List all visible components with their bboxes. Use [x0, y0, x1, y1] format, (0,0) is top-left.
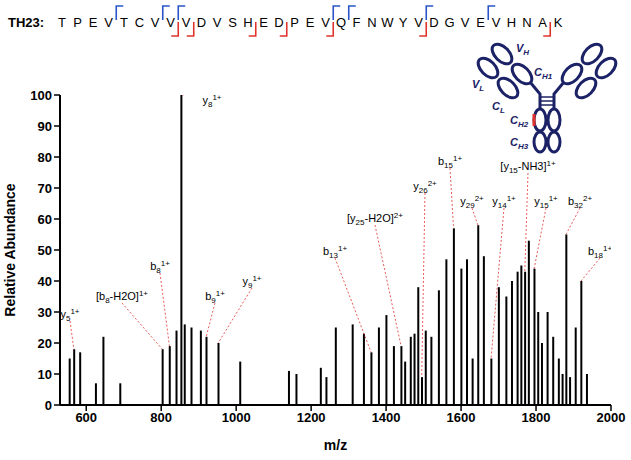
svg-text:N: N — [367, 15, 376, 30]
svg-text:y81+: y81+ — [202, 95, 221, 109]
svg-text:CH3: CH3 — [510, 136, 529, 151]
svg-text:20: 20 — [38, 336, 52, 351]
svg-text:50: 50 — [38, 243, 52, 258]
svg-text:y292+: y292+ — [460, 194, 484, 210]
svg-text:V: V — [104, 15, 113, 30]
svg-text:CH2: CH2 — [510, 114, 529, 129]
svg-text:90: 90 — [38, 119, 52, 134]
svg-text:b322+: b322+ — [568, 194, 592, 210]
svg-text:1800: 1800 — [522, 410, 551, 425]
svg-text:70: 70 — [38, 181, 52, 196]
svg-text:1400: 1400 — [372, 410, 401, 425]
svg-text:1600: 1600 — [447, 410, 476, 425]
svg-text:N: N — [522, 15, 531, 30]
svg-text:[b8-H2O]1+: [b8-H2O]1+ — [96, 289, 148, 305]
svg-text:D: D — [197, 15, 206, 30]
svg-text:G: G — [444, 15, 454, 30]
svg-text:600: 600 — [75, 410, 97, 425]
svg-text:800: 800 — [150, 410, 172, 425]
svg-text:Relative Abundance: Relative Abundance — [2, 183, 18, 317]
svg-text:T: T — [58, 15, 66, 30]
svg-text:E: E — [476, 15, 485, 30]
svg-text:W: W — [381, 15, 394, 30]
svg-text:VL: VL — [472, 78, 484, 93]
svg-text:CH1: CH1 — [534, 66, 553, 81]
svg-text:VH: VH — [516, 42, 529, 57]
svg-text:V: V — [461, 15, 470, 30]
svg-text:C: C — [135, 15, 144, 30]
svg-text:b91+: b91+ — [205, 289, 225, 305]
svg-text:H: H — [243, 15, 252, 30]
svg-text:TH23:: TH23: — [8, 15, 44, 30]
svg-text:b131+: b131+ — [323, 244, 347, 260]
svg-text:10: 10 — [38, 367, 52, 382]
svg-text:CL: CL — [492, 100, 505, 115]
svg-text:2000: 2000 — [597, 410, 626, 425]
svg-text:0: 0 — [45, 398, 52, 413]
svg-text:K: K — [554, 15, 563, 30]
svg-text:V: V — [414, 15, 423, 30]
svg-text:y141+: y141+ — [492, 194, 516, 210]
svg-text:P: P — [290, 15, 299, 30]
svg-text:80: 80 — [38, 150, 52, 165]
svg-text:T: T — [120, 15, 128, 30]
svg-text:S: S — [228, 15, 237, 30]
svg-text:30: 30 — [38, 305, 52, 320]
svg-text:y91+: y91+ — [242, 274, 261, 290]
svg-text:V: V — [182, 15, 191, 30]
svg-text:V: V — [321, 15, 330, 30]
svg-text:[y25-H2O]2+: [y25-H2O]2+ — [347, 211, 403, 227]
svg-text:E: E — [89, 15, 98, 30]
svg-text:D: D — [429, 15, 438, 30]
svg-text:V: V — [213, 15, 222, 30]
svg-text:V: V — [166, 15, 175, 30]
svg-text:40: 40 — [38, 274, 52, 289]
svg-text:100: 100 — [30, 88, 52, 103]
svg-text:A: A — [538, 15, 547, 30]
svg-text:D: D — [274, 15, 283, 30]
svg-text:b181+: b181+ — [588, 244, 611, 260]
svg-text:P: P — [73, 15, 82, 30]
svg-text:E: E — [306, 15, 315, 30]
svg-text:V: V — [151, 15, 160, 30]
svg-text:m/z: m/z — [324, 437, 347, 453]
svg-text:[y15-NH3]1+: [y15-NH3]1+ — [500, 159, 556, 175]
svg-text:H: H — [507, 15, 516, 30]
svg-text:b81+: b81+ — [150, 259, 170, 275]
svg-text:60: 60 — [38, 212, 52, 227]
svg-text:y262+: y262+ — [413, 179, 437, 195]
svg-text:Y: Y — [399, 15, 408, 30]
svg-text:E: E — [259, 15, 268, 30]
svg-text:Q: Q — [336, 15, 346, 30]
svg-text:F: F — [353, 15, 361, 30]
svg-text:1000: 1000 — [222, 410, 251, 425]
svg-text:1200: 1200 — [297, 410, 326, 425]
svg-text:V: V — [492, 15, 501, 30]
svg-text:y51+: y51+ — [60, 307, 79, 323]
svg-text:y151+: y151+ — [534, 194, 558, 210]
svg-text:b151+: b151+ — [438, 154, 462, 170]
